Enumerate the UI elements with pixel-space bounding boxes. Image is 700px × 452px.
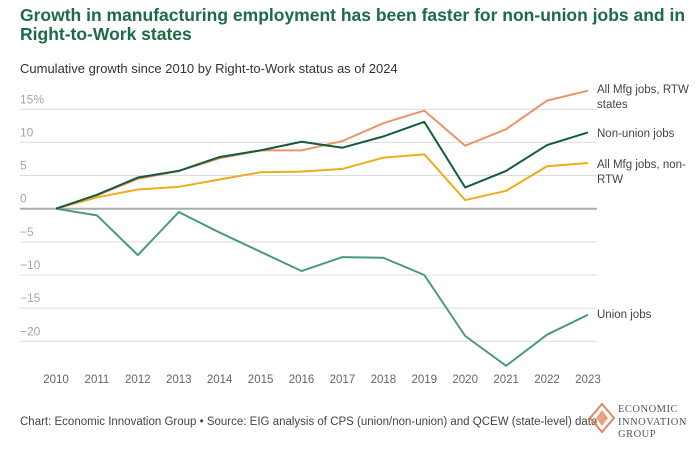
x-tick-label: 2023 [575, 374, 601, 386]
source-note: Chart: Economic Innovation Group • Sourc… [20, 416, 598, 428]
x-tick-label: 2013 [166, 374, 192, 386]
x-tick-label: 2022 [534, 374, 560, 386]
x-tick-label: 2015 [248, 374, 274, 386]
series-label: Union jobs [597, 309, 652, 321]
line-chart: 15% 10 5 0 −5 −10 −15 −20 2010 2011 2012 2013 2014 20… [20, 84, 689, 386]
logo-line: ECONOMIC [618, 404, 679, 415]
series-line [55, 207, 589, 367]
series-line [55, 89, 589, 210]
x-tick-label: 2021 [493, 374, 519, 386]
chart-subtitle: Cumulative growth since 2010 by Right-to… [20, 61, 398, 76]
x-tick-label: 2012 [125, 374, 151, 386]
chart-title: Growth in manufacturing employment has b… [20, 5, 686, 44]
x-tick-label: 2014 [207, 374, 233, 386]
y-tick-label: −10 [20, 258, 41, 272]
y-tick-label: 5 [20, 159, 27, 173]
logo-line: INNOVATION [618, 416, 687, 428]
x-tick-label: 2017 [330, 374, 356, 386]
eig-logo: ECONOMIC INNOVATION GROUP [588, 402, 698, 444]
series-line [55, 153, 589, 210]
x-tick-label: 2010 [43, 374, 69, 386]
x-tick-label: 2018 [371, 374, 397, 386]
logo-diamond-icon [588, 402, 616, 434]
x-tick-label: 2011 [85, 374, 110, 386]
y-tick-label: 15% [20, 92, 44, 106]
logo-line: GROUP [618, 429, 657, 440]
x-tick-label: 2016 [289, 374, 315, 386]
x-tick-label: 2020 [452, 374, 478, 386]
y-tick-label: 10 [20, 125, 34, 139]
y-tick-label: −5 [20, 225, 34, 239]
y-tick-label: 0 [20, 192, 27, 206]
x-tick-label: 2019 [411, 374, 437, 386]
series-label: All Mfg jobs, non-RTW [597, 159, 686, 186]
y-tick-label: −15 [20, 291, 41, 305]
series-line [55, 120, 589, 210]
series-label: Non-union jobs [597, 128, 675, 140]
series-label: All Mfg jobs, RTW states [597, 84, 689, 111]
y-tick-label: −20 [20, 324, 41, 338]
